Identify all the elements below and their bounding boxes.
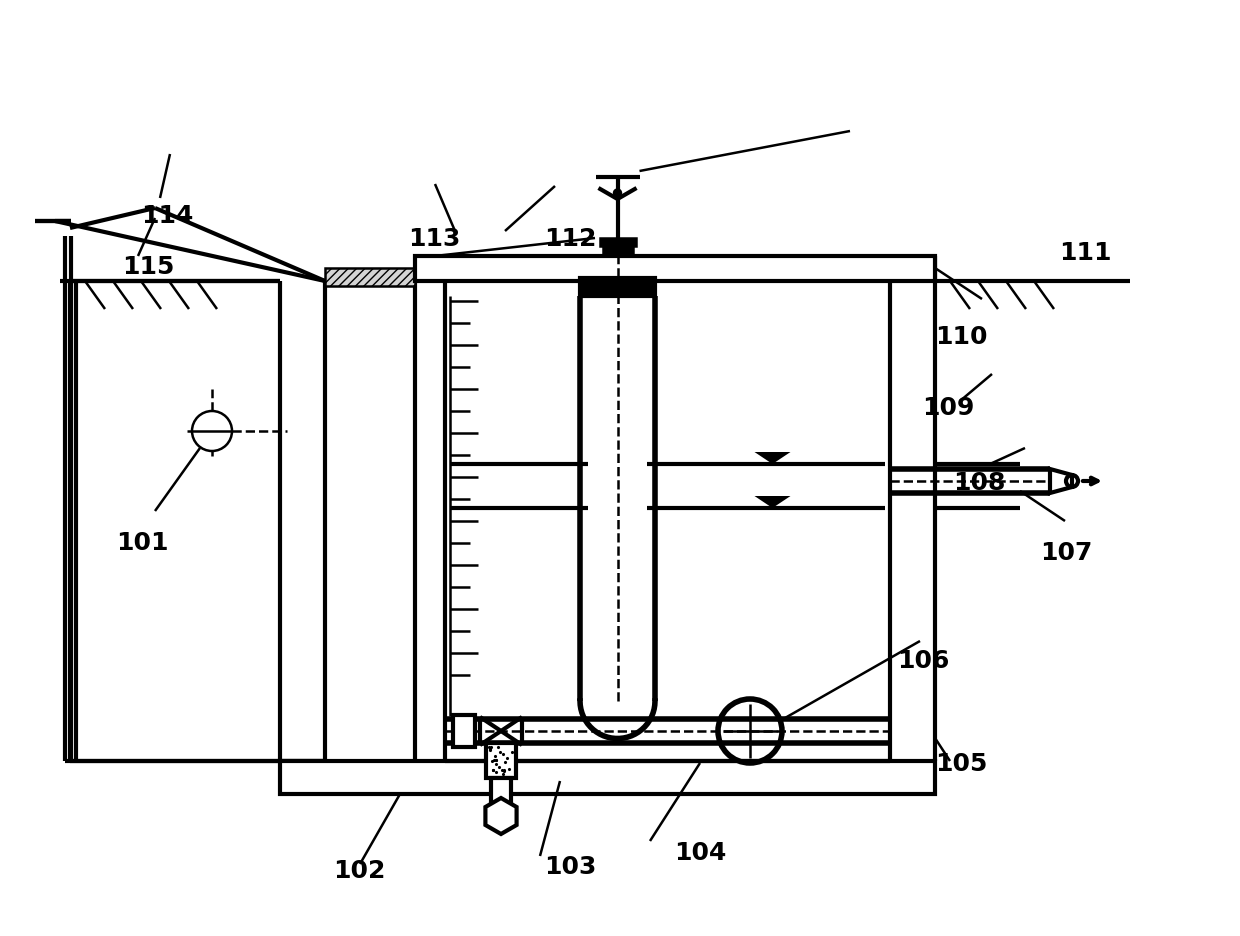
Text: 109: 109: [923, 395, 975, 419]
Polygon shape: [485, 798, 517, 834]
Polygon shape: [1050, 470, 1073, 493]
Text: 112: 112: [544, 227, 596, 251]
Text: 102: 102: [334, 858, 386, 883]
Bar: [599, 239, 635, 247]
Text: 115: 115: [123, 255, 175, 279]
Bar: [280, 761, 935, 794]
Text: 106: 106: [898, 648, 950, 672]
Polygon shape: [754, 496, 791, 508]
Bar: [580, 279, 655, 297]
Circle shape: [614, 190, 621, 197]
Text: 111: 111: [1059, 241, 1111, 265]
Bar: [453, 715, 475, 747]
Bar: [588, 297, 647, 701]
Text: 110: 110: [935, 325, 987, 349]
Text: 113: 113: [408, 227, 460, 251]
Bar: [603, 244, 632, 255]
Bar: [486, 743, 516, 778]
Bar: [491, 778, 511, 816]
Text: 107: 107: [1040, 540, 1092, 564]
Text: 101: 101: [117, 531, 169, 555]
Text: 105: 105: [935, 751, 987, 775]
Text: 103: 103: [544, 854, 596, 878]
Bar: [415, 256, 935, 282]
Text: 104: 104: [675, 840, 727, 864]
Text: 114: 114: [141, 203, 193, 227]
Bar: [325, 269, 415, 286]
Polygon shape: [754, 452, 791, 464]
Text: 108: 108: [954, 470, 1006, 494]
